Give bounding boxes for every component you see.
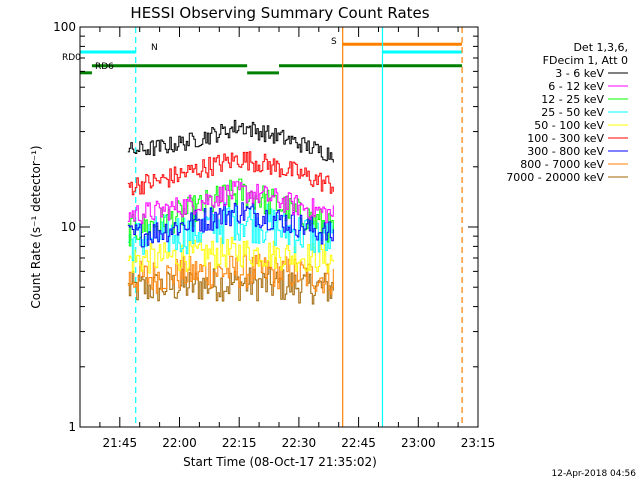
x-axis-label: Start Time (08-Oct-17 21:35:02) xyxy=(183,455,377,469)
footer-timestamp: 12-Apr-2018 04:56 xyxy=(552,469,637,479)
y-tick-label: 100 xyxy=(53,20,76,34)
x-tick-label: 22:00 xyxy=(162,436,197,450)
flag-bars xyxy=(80,42,463,75)
legend-label: 800 - 7000 keV xyxy=(520,158,604,171)
x-tick-label: 23:15 xyxy=(461,436,496,450)
x-tick-label: 21:45 xyxy=(103,436,138,450)
series-line xyxy=(127,266,334,305)
y-axis-label: Count Rate (s⁻¹ detector⁻¹) xyxy=(29,145,43,308)
series-line xyxy=(127,202,334,248)
y-tick-label: 1 xyxy=(68,420,76,434)
x-tick-label: 22:15 xyxy=(222,436,257,450)
x-tick-label: 23:00 xyxy=(401,436,436,450)
x-tick-label: 22:45 xyxy=(341,436,376,450)
flag-label-rd0: RD0 xyxy=(62,53,81,63)
series-line xyxy=(127,178,334,247)
x-tick-label: 22:30 xyxy=(282,436,317,450)
series-line xyxy=(127,181,334,225)
chart-title: HESSI Observing Summary Count Rates xyxy=(130,4,429,22)
series-line xyxy=(127,151,334,196)
legend-label: 12 - 25 keV xyxy=(541,93,604,106)
data-series xyxy=(127,119,334,305)
flag-label-s: S xyxy=(331,37,337,47)
legend-label: 300 - 800 keV xyxy=(527,145,604,158)
legend-label: 100 - 300 keV xyxy=(527,132,604,145)
y-tick-label: 10 xyxy=(61,220,76,234)
series-line xyxy=(127,253,334,295)
series-line xyxy=(127,119,334,163)
flag-label-rd6: RD6 xyxy=(95,62,114,72)
x-axis-ticks: 21:45 22:00 22:15 22:30 22:45 23:00 23:15 xyxy=(99,27,496,450)
legend-header-line1: Det 1,3,6, xyxy=(573,41,628,54)
legend-label: 7000 - 20000 keV xyxy=(506,171,604,184)
series-line xyxy=(127,237,334,274)
legend-header-line2: FDecim 1, Att 0 xyxy=(543,54,628,67)
legend-label: 50 - 100 keV xyxy=(534,119,604,132)
flag-label-n: N xyxy=(151,43,158,53)
legend-label: 25 - 50 keV xyxy=(541,106,604,119)
y-axis-ticks: 1 10 100 xyxy=(53,20,478,434)
legend-label: 3 - 6 keV xyxy=(555,67,604,80)
legend-label: 6 - 12 keV xyxy=(548,80,604,93)
